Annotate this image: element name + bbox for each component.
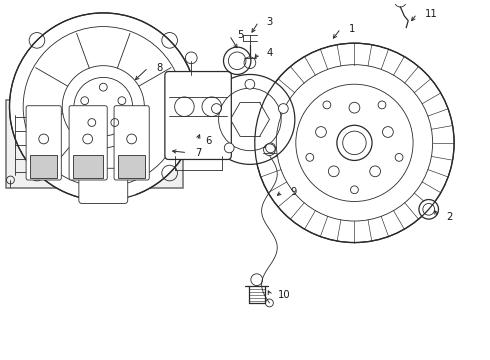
FancyBboxPatch shape — [114, 106, 149, 180]
Bar — [73, 154, 103, 178]
Circle shape — [370, 166, 381, 177]
Text: 4: 4 — [267, 48, 273, 58]
Circle shape — [419, 199, 439, 219]
Bar — [118, 154, 146, 178]
Text: 11: 11 — [425, 9, 438, 19]
Text: 9: 9 — [290, 187, 296, 197]
Text: 10: 10 — [278, 290, 291, 300]
Bar — [5, 100, 183, 188]
Circle shape — [212, 104, 221, 113]
Circle shape — [224, 143, 234, 153]
FancyBboxPatch shape — [26, 106, 61, 180]
Text: 7: 7 — [195, 148, 201, 158]
Text: 3: 3 — [267, 17, 273, 27]
Circle shape — [9, 13, 197, 201]
Circle shape — [205, 75, 295, 165]
Circle shape — [62, 66, 145, 148]
Text: 6: 6 — [205, 136, 211, 146]
Circle shape — [337, 125, 372, 161]
Circle shape — [383, 127, 393, 138]
FancyBboxPatch shape — [165, 72, 231, 159]
Circle shape — [255, 43, 454, 243]
Circle shape — [316, 127, 326, 138]
Circle shape — [349, 102, 360, 113]
Circle shape — [328, 166, 339, 177]
Circle shape — [266, 143, 275, 153]
FancyBboxPatch shape — [79, 168, 128, 203]
Circle shape — [245, 79, 255, 89]
Circle shape — [278, 104, 288, 113]
Circle shape — [296, 84, 413, 202]
FancyBboxPatch shape — [69, 106, 107, 180]
Text: 2: 2 — [446, 212, 453, 222]
Bar — [30, 154, 57, 178]
Text: 5: 5 — [237, 30, 244, 40]
Text: 8: 8 — [156, 63, 162, 73]
Text: 1: 1 — [348, 23, 355, 33]
